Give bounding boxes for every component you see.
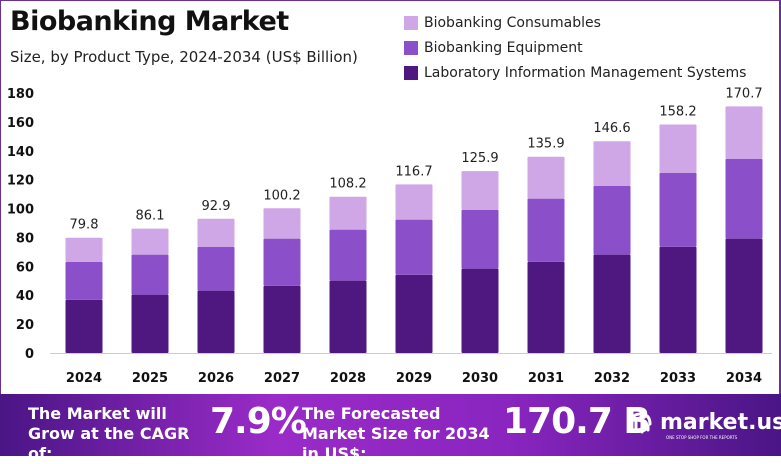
brand-tagline: ONE STOP SHOP FOR THE REPORTS bbox=[666, 435, 738, 440]
x-tick-label: 2028 bbox=[330, 371, 366, 386]
bar-segment bbox=[395, 274, 433, 353]
x-tick-label: 2025 bbox=[132, 371, 168, 386]
x-tick-label: 2034 bbox=[726, 371, 762, 386]
data-label: 92.9 bbox=[202, 199, 231, 214]
data-label: 158.2 bbox=[659, 104, 696, 119]
data-label: 79.8 bbox=[70, 218, 99, 233]
bar-segment bbox=[263, 285, 301, 353]
y-tick-label: 80 bbox=[16, 231, 34, 246]
y-tick-label: 140 bbox=[7, 145, 34, 160]
y-tick-label: 120 bbox=[7, 174, 34, 189]
bar-segment bbox=[461, 209, 499, 269]
bar-segment bbox=[329, 229, 367, 281]
bar-segment bbox=[725, 238, 763, 353]
bar-chart: 0 20 40 60 80 100 120 140 160 180 79.8 2024 86.1 2025… bbox=[7, 86, 772, 386]
bar-segment bbox=[461, 171, 499, 210]
bar-segment bbox=[131, 228, 169, 255]
bar-segment bbox=[263, 208, 301, 239]
y-tick-label: 60 bbox=[16, 260, 34, 275]
brand-name: market.us bbox=[660, 409, 781, 435]
bar-segment bbox=[329, 196, 367, 230]
bar-segment bbox=[197, 246, 235, 291]
brand-logo: market.us ONE STOP SHOP FOR THE REPORTS bbox=[626, 408, 781, 440]
bar-segment bbox=[395, 184, 433, 220]
bar-segment bbox=[65, 261, 103, 300]
data-label: 108.2 bbox=[329, 177, 366, 192]
brand-logo-icon bbox=[628, 412, 652, 434]
footer-banner: The Market will Grow at the CAGR of: 7.9… bbox=[0, 394, 781, 463]
bar-segment bbox=[197, 290, 235, 353]
y-tick-label: 40 bbox=[16, 289, 34, 304]
legend-label: Biobanking Equipment bbox=[424, 39, 583, 56]
legend-item-lims: Laboratory Information Management System… bbox=[404, 60, 746, 85]
forecast-label: The Forecasted Market Size for 2034 in U… bbox=[302, 404, 490, 463]
bar-segment bbox=[659, 246, 697, 353]
x-tick-label: 2032 bbox=[594, 371, 630, 386]
x-tick-label: 2031 bbox=[528, 371, 564, 386]
bar-segment bbox=[527, 198, 565, 262]
legend-swatch bbox=[404, 15, 418, 30]
data-label: 135.9 bbox=[527, 137, 564, 152]
bar-segment bbox=[65, 237, 103, 262]
data-label: 146.6 bbox=[593, 121, 630, 136]
bar-segment bbox=[263, 238, 301, 286]
data-label: 116.7 bbox=[395, 164, 432, 179]
legend-label: Laboratory Information Management System… bbox=[424, 64, 747, 81]
x-tick-label: 2024 bbox=[66, 371, 102, 386]
bar-segment bbox=[65, 299, 103, 353]
data-label: 86.1 bbox=[136, 209, 165, 224]
bar-segment bbox=[395, 219, 433, 275]
data-label: 125.9 bbox=[461, 151, 498, 166]
data-label: 170.7 bbox=[725, 86, 762, 101]
bar-segment bbox=[593, 185, 631, 255]
bar-segment bbox=[197, 218, 235, 247]
bar-segment bbox=[593, 141, 631, 186]
bar-segment bbox=[461, 268, 499, 353]
x-tick-label: 2027 bbox=[264, 371, 300, 386]
bar-segment bbox=[659, 172, 697, 247]
x-tick-label: 2029 bbox=[396, 371, 432, 386]
bar-segment bbox=[131, 254, 169, 295]
legend-item-consumables: Biobanking Consumables bbox=[404, 10, 746, 35]
bar-segment bbox=[725, 106, 763, 159]
bar-segment bbox=[131, 294, 169, 353]
y-tick-label: 20 bbox=[16, 318, 34, 333]
bar-segment bbox=[659, 124, 697, 173]
data-label: 100.2 bbox=[263, 188, 300, 203]
forecast-value: 170.7 B bbox=[503, 401, 651, 442]
chart-title: Biobanking Market bbox=[10, 6, 289, 37]
bar-segment bbox=[527, 261, 565, 353]
chart-subtitle: Size, by Product Type, 2024-2034 (US$ Bi… bbox=[10, 48, 358, 66]
cagr-value: 7.9% bbox=[210, 401, 307, 442]
bar-segment bbox=[329, 280, 367, 353]
legend-label: Biobanking Consumables bbox=[424, 14, 601, 31]
cagr-label: The Market will Grow at the CAGR of: bbox=[28, 404, 190, 463]
bar-segment bbox=[527, 156, 565, 199]
y-tick-label: 180 bbox=[7, 87, 34, 102]
y-tick-label: 160 bbox=[7, 116, 34, 131]
y-tick-label: 100 bbox=[7, 203, 34, 218]
legend-item-equipment: Biobanking Equipment bbox=[404, 35, 746, 60]
x-tick-label: 2033 bbox=[660, 371, 696, 386]
legend-swatch bbox=[404, 40, 418, 55]
y-tick-label: 0 bbox=[25, 347, 34, 362]
x-tick-label: 2026 bbox=[198, 371, 234, 386]
bar-segment bbox=[593, 254, 631, 353]
legend: Biobanking Consumables Biobanking Equipm… bbox=[404, 10, 746, 85]
legend-swatch bbox=[404, 65, 418, 80]
x-tick-label: 2030 bbox=[462, 371, 498, 386]
bar-segment bbox=[725, 158, 763, 239]
